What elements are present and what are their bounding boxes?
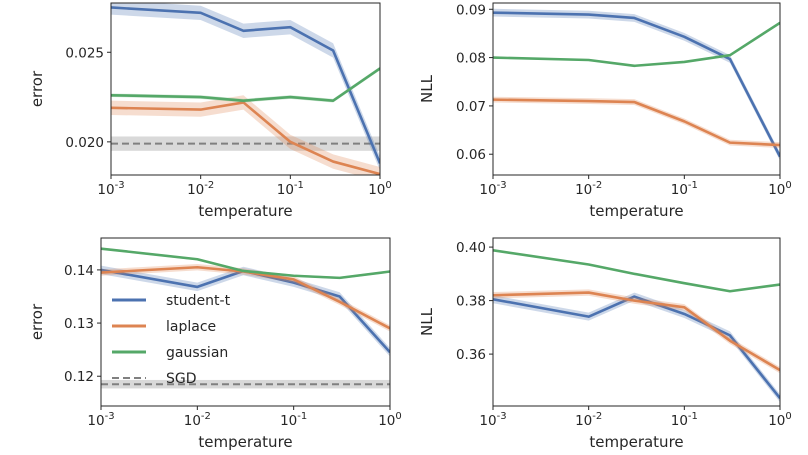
y-axis-title: NLL — [418, 74, 436, 103]
student-t-band — [101, 265, 390, 357]
x-tick-label: 10-3 — [479, 411, 506, 429]
plot-area — [111, 3, 380, 175]
y-axis-title: NLL — [418, 307, 436, 336]
x-axis-title: temperature — [589, 433, 683, 451]
axes-frame — [110, 2, 381, 176]
x-tick-label: 10-1 — [671, 411, 698, 429]
laplace-line — [101, 265, 390, 330]
legend-label-laplace: laplace — [166, 319, 216, 335]
gaussian-line — [111, 67, 380, 102]
x-tick-label: 100 — [768, 180, 792, 198]
student-t-line — [111, 6, 380, 164]
x-tick-label: 10-3 — [479, 180, 506, 198]
x-axis-title: temperature — [198, 202, 292, 220]
y-tick-label: 0.38 — [456, 294, 486, 310]
laplace-band — [493, 96, 780, 148]
y-tick-label: 0.06 — [456, 147, 486, 163]
y-axis-title: error — [28, 70, 46, 107]
y-tick-label: 0.08 — [456, 51, 486, 67]
axes-frame — [492, 2, 781, 176]
x-tick-label: 10-3 — [87, 411, 114, 429]
gaussian-band — [493, 21, 780, 67]
x-axis-title: temperature — [589, 202, 683, 220]
x-tick-label: 10-2 — [575, 180, 602, 198]
x-tick-label: 10-2 — [184, 411, 211, 429]
laplace-line — [493, 98, 780, 147]
laplace-line — [493, 291, 780, 372]
plot-area — [493, 8, 780, 161]
plot-area — [493, 249, 780, 403]
x-tick-label: 100 — [368, 180, 392, 198]
gaussian-line — [493, 249, 780, 293]
y-tick-label: 0.36 — [456, 347, 486, 363]
student-t-line — [101, 268, 390, 354]
legend-label-gaussian: gaussian — [166, 345, 228, 361]
y-tick-label: 0.07 — [456, 99, 486, 115]
y-tick-label: 0.025 — [65, 45, 104, 61]
x-tick-label: 10-2 — [575, 411, 602, 429]
student-t-band — [493, 8, 780, 161]
student-t-band — [111, 3, 380, 171]
panel-3: 10-3 10-2 10-1 100 0.12 0.13 0.14 temperature er… — [28, 237, 402, 451]
y-tick-label: 0.13 — [64, 316, 94, 332]
x-tick-label: 10-2 — [187, 180, 214, 198]
panel-2: 10-3 10-2 10-1 100 0.06 0.07 0.08 0.09 temperatu… — [418, 2, 792, 220]
x-tick-label: 10-1 — [277, 180, 304, 198]
student-t-line — [493, 11, 780, 158]
panel-1: 10-3 10-2 10-1 100 0.020 0.025 temperature erro… — [28, 2, 392, 220]
panel-4: 10-3 10-2 10-1 100 0.36 0.38 0.40 temperature NL… — [418, 237, 792, 451]
plot-area — [101, 247, 390, 389]
x-tick-label: 100 — [768, 411, 792, 429]
legend-label-student-t: student-t — [166, 293, 231, 309]
gaussian-line — [493, 21, 780, 68]
axes-frame — [492, 237, 781, 407]
axes-frame — [100, 237, 391, 407]
x-tick-label: 10-1 — [671, 180, 698, 198]
x-axis-title: temperature — [198, 433, 292, 451]
y-tick-label: 0.12 — [64, 369, 94, 385]
laplace-band — [111, 95, 380, 175]
x-tick-label: 100 — [378, 411, 402, 429]
y-tick-label: 0.14 — [64, 263, 94, 279]
x-tick-label: 10-1 — [280, 411, 307, 429]
y-tick-label: 0.40 — [456, 240, 486, 256]
y-axis-title: error — [28, 303, 46, 340]
legend-label-sgd: SGD — [166, 371, 197, 387]
laplace-line — [111, 101, 380, 175]
y-tick-label: 0.020 — [65, 135, 104, 151]
y-tick-label: 0.09 — [456, 2, 486, 18]
x-tick-label: 10-3 — [97, 180, 124, 198]
legend: student-t laplace gaussian SGD — [112, 293, 231, 387]
gaussian-line — [101, 247, 390, 280]
